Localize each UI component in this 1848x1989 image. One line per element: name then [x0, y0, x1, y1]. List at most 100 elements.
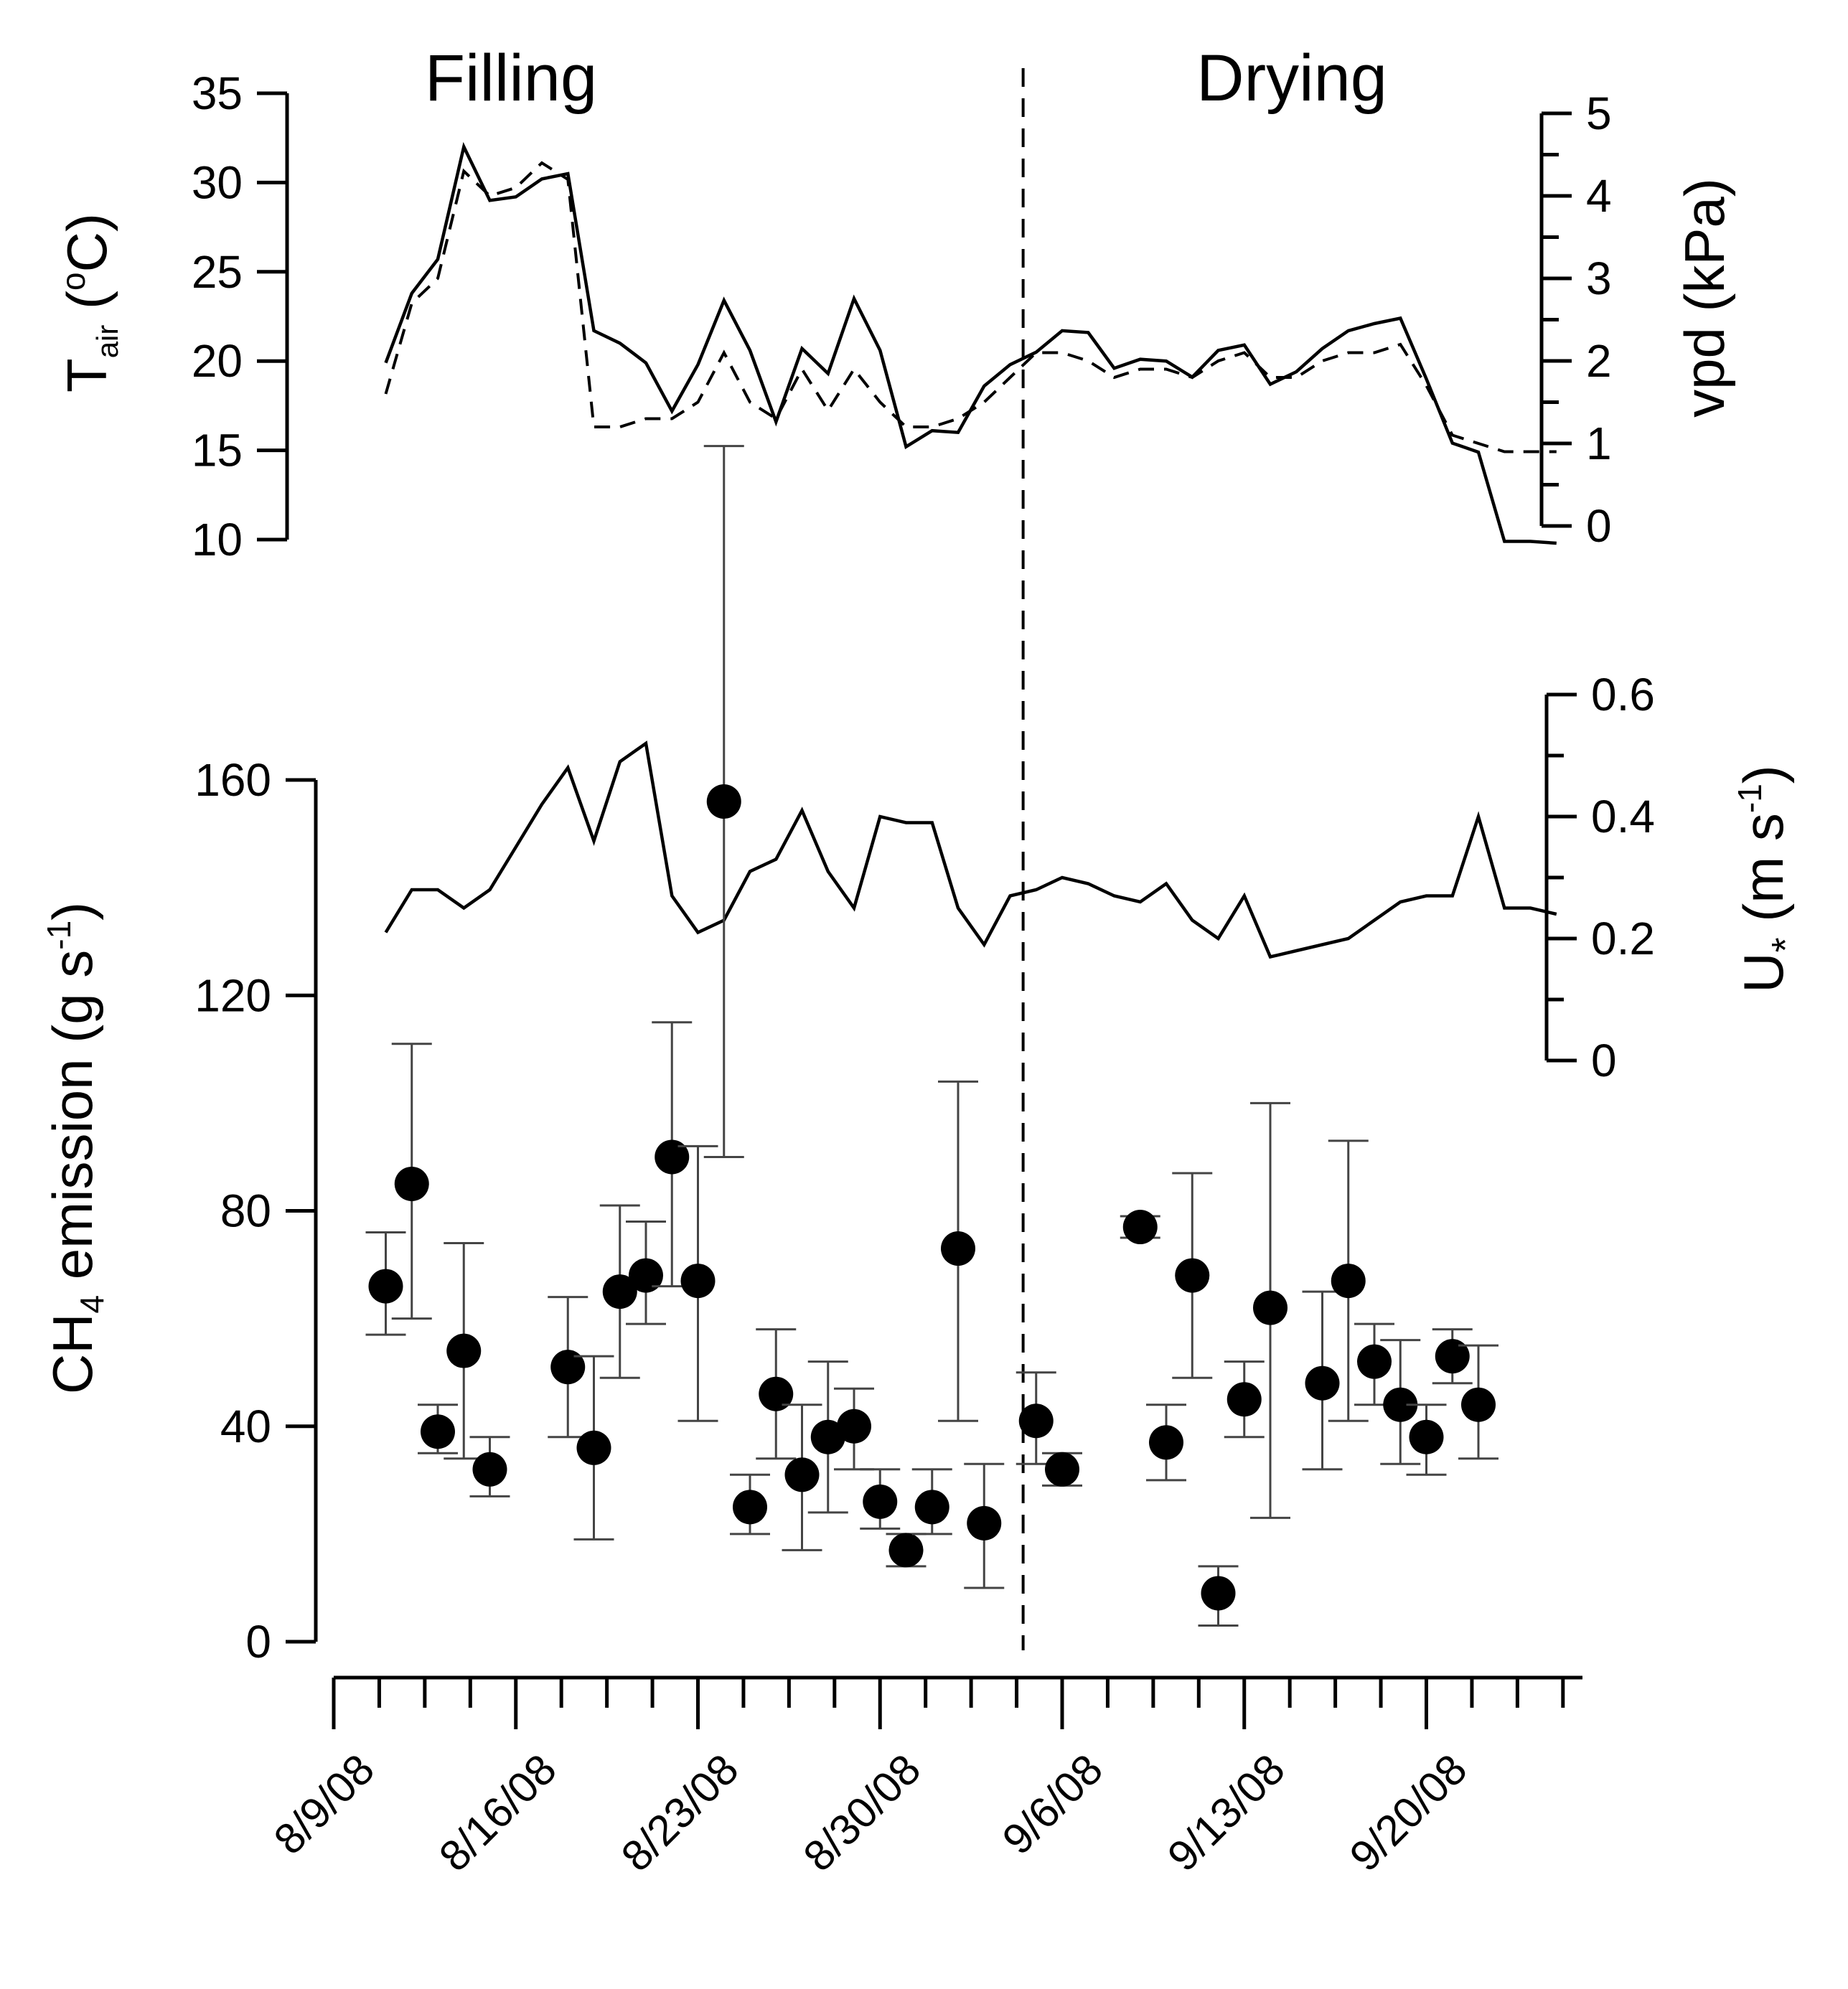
tair-axis-tick-label: 25 [192, 246, 243, 298]
vpd-axis-tick-label: 3 [1586, 253, 1612, 304]
ch4-data-point [730, 1473, 770, 1536]
ch4-marker [1175, 1258, 1210, 1293]
ch4-marker [602, 1274, 637, 1309]
ch4-data-point [1120, 1210, 1160, 1245]
ch4-marker [914, 1490, 949, 1525]
vpd-axis-tick-label: 2 [1586, 335, 1612, 387]
ustar-axis-tick-label: 0.2 [1591, 913, 1655, 964]
ch4-marker [1357, 1344, 1392, 1379]
ch4-data-point [938, 1080, 978, 1422]
ustar-axis-tick-label: 0.6 [1591, 669, 1655, 720]
ch4-marker [784, 1457, 820, 1492]
ch4-marker [941, 1231, 975, 1266]
ch4-data-point [1302, 1290, 1343, 1471]
ustar-axis-tick-label: 0.4 [1591, 791, 1655, 842]
vpd-axis-tick-label: 1 [1586, 418, 1612, 469]
ch4-marker [1253, 1290, 1287, 1325]
ch4-marker [446, 1333, 482, 1368]
ch4-marker [1305, 1365, 1340, 1401]
ch4-data-point [652, 1021, 693, 1288]
ch4-marker [1122, 1210, 1158, 1245]
vpd-axis-tick-label: 0 [1586, 500, 1612, 552]
ch4-marker [368, 1269, 403, 1304]
ch4-data-point [391, 1043, 432, 1320]
ch4-data-point [1224, 1360, 1265, 1439]
ch4-marker [550, 1350, 586, 1385]
ch4-data-point [365, 1231, 406, 1336]
ch4-data-point [1172, 1172, 1213, 1379]
ch4-data-point [1198, 1565, 1239, 1627]
ch4-marker [629, 1258, 663, 1293]
tair-series-line [384, 141, 1557, 545]
tair-axis-tick-label: 35 [192, 67, 243, 119]
ch4-data-point [677, 1144, 718, 1422]
ch4-data-point [418, 1403, 458, 1454]
ch4-data-point [444, 1242, 484, 1460]
vpd-axis-title: vpd (kPa) [1673, 178, 1736, 418]
ch4-marker [680, 1264, 716, 1299]
ch4-marker [576, 1430, 611, 1465]
ch4-marker [706, 784, 741, 819]
ch4-data-point [573, 1355, 614, 1541]
ch4-marker [1018, 1403, 1054, 1439]
ch4-data-point [911, 1468, 952, 1536]
series-group [384, 68, 1557, 1650]
vpd-axis-tick-label: 5 [1586, 88, 1612, 139]
ch4-data-point [1458, 1344, 1498, 1460]
ustar-series-line [384, 740, 1557, 959]
ch4-data-point [807, 1360, 848, 1514]
ch4-marker [1461, 1387, 1496, 1422]
ch4-data-point [599, 1204, 640, 1379]
phase-label-filling: Filling [425, 42, 597, 115]
ustar-axis-tick-label: 0 [1591, 1035, 1617, 1086]
axes-group [257, 91, 1582, 1729]
ch4-axis-tick-label: 0 [245, 1616, 271, 1668]
ch4-data-point [964, 1462, 1005, 1589]
ch4-data-point [1250, 1101, 1290, 1519]
ch4-points-group [365, 445, 1498, 1627]
ch4-data-point [782, 1403, 822, 1551]
ch4-axis-tick-label: 40 [220, 1401, 271, 1452]
ch4-data-point [860, 1468, 901, 1530]
ch4-marker [1331, 1264, 1366, 1299]
ch4-data-point [1406, 1403, 1447, 1476]
ch4-marker [967, 1505, 1002, 1541]
ch4-marker [1409, 1419, 1444, 1454]
tair-axis-tick-label: 20 [192, 335, 243, 387]
ch4-marker [1383, 1387, 1418, 1422]
ch4-marker [837, 1409, 871, 1444]
ustar-axis-title: U* (m s-1) [1731, 765, 1807, 993]
ch4-marker [759, 1376, 794, 1411]
ch4-data-point [756, 1328, 797, 1460]
phase-label-drying: Drying [1196, 42, 1387, 115]
ch4-marker [888, 1533, 924, 1568]
ch4-data-point [703, 445, 744, 1158]
ch4-data-point [1016, 1371, 1056, 1465]
ch4-marker [394, 1166, 429, 1201]
vpd-axis-tick-label: 4 [1586, 170, 1612, 222]
ch4-marker [863, 1484, 898, 1519]
ch4-marker [733, 1490, 767, 1525]
ch4-data-point [1146, 1403, 1186, 1482]
ch4-marker [1045, 1452, 1079, 1487]
ch4-data-point [1380, 1339, 1421, 1465]
ch4-marker [1149, 1425, 1183, 1460]
ch4-marker [421, 1414, 455, 1449]
ch4-marker [1201, 1576, 1236, 1611]
ch4-axis-title: CH4 emission (g s-1) [40, 902, 111, 1394]
tair-axis-tick-label: 15 [192, 425, 243, 476]
ch4-marker [1435, 1339, 1470, 1374]
ch4-data-point [626, 1221, 666, 1325]
ch4-data-point [469, 1436, 510, 1497]
ch4-axis-tick-label: 160 [194, 754, 271, 806]
ch4-data-point [1432, 1328, 1473, 1385]
ch4-marker [655, 1139, 690, 1175]
tair-axis-tick-label: 30 [192, 156, 243, 208]
ch4-data-point [1042, 1452, 1082, 1487]
ch4-data-point [1328, 1139, 1369, 1422]
tair-axis-tick-label: 10 [192, 514, 243, 565]
ch4-marker [1226, 1382, 1262, 1417]
ch4-marker [472, 1452, 507, 1487]
ch4-axis-tick-label: 80 [220, 1185, 271, 1237]
